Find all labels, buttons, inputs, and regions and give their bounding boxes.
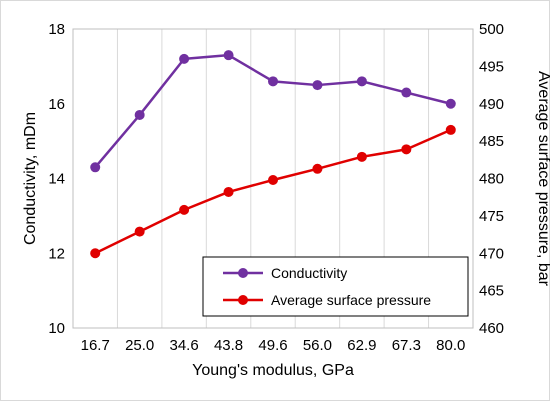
x-tick-label: 56.0 <box>303 337 332 354</box>
series-0-point <box>401 87 412 98</box>
series-1-point <box>401 144 412 155</box>
y-left-tick-label: 18 <box>48 21 65 38</box>
plot-area-frame <box>72 28 474 329</box>
y-right-tick-label: 485 <box>479 133 504 150</box>
y-right-tick-label: 495 <box>479 58 504 75</box>
x-tick-label: 62.9 <box>347 337 376 354</box>
series-0-point <box>90 162 101 173</box>
x-tick-label: 43.8 <box>214 337 243 354</box>
series-1-point <box>223 186 234 197</box>
series-line-1 <box>94 128 452 255</box>
series-0-point <box>179 53 190 64</box>
x-tick-label: 67.3 <box>392 337 421 354</box>
y-right-tick-label: 460 <box>479 320 504 337</box>
y-right-tick-label: 500 <box>479 21 504 38</box>
y-left-tick-label: 12 <box>48 245 65 262</box>
series-1-point <box>356 151 367 162</box>
x-tick-label: 34.6 <box>170 337 199 354</box>
series-1-point <box>134 226 145 237</box>
series-0-point <box>268 76 278 87</box>
x-axis-title: Young's modulus, GPa <box>192 362 354 379</box>
series-1-point <box>90 248 101 259</box>
series-0-point <box>223 50 234 61</box>
y-right-tick-label: 470 <box>479 245 504 262</box>
series-0-point <box>356 76 367 87</box>
x-tick-label: 25.0 <box>125 337 154 354</box>
legend-box <box>202 256 469 317</box>
x-tick-label: 16.7 <box>81 337 110 354</box>
x-tick-label: 49.6 <box>258 337 287 354</box>
series-0-point <box>312 80 323 91</box>
series-1-point <box>179 204 190 215</box>
y-left-tick-label: 10 <box>48 320 65 337</box>
legend-label: Average surface pressure <box>271 292 431 308</box>
y-right-tick-label: 480 <box>479 171 504 188</box>
y-left-axis-title: Conductivity, mDm <box>22 112 39 245</box>
series-0-point <box>445 98 456 109</box>
y-left-tick-label: 14 <box>48 171 65 188</box>
series-1-point <box>445 124 456 135</box>
series-1-point <box>268 174 278 185</box>
legend-swatch-marker <box>238 268 248 278</box>
x-tick-label: 80.0 <box>436 337 465 354</box>
y-right-tick-label: 490 <box>479 96 504 113</box>
series-0-point <box>134 109 145 120</box>
y-left-tick-label: 16 <box>48 96 65 113</box>
legend-label: Conductivity <box>271 265 347 281</box>
legend-swatch-marker <box>238 295 248 305</box>
y-right-tick-label: 475 <box>479 208 504 225</box>
y-right-axis-title: Average surface pressure, bar <box>535 71 550 287</box>
series-1-point <box>312 163 323 174</box>
y-right-tick-label: 465 <box>479 283 504 300</box>
